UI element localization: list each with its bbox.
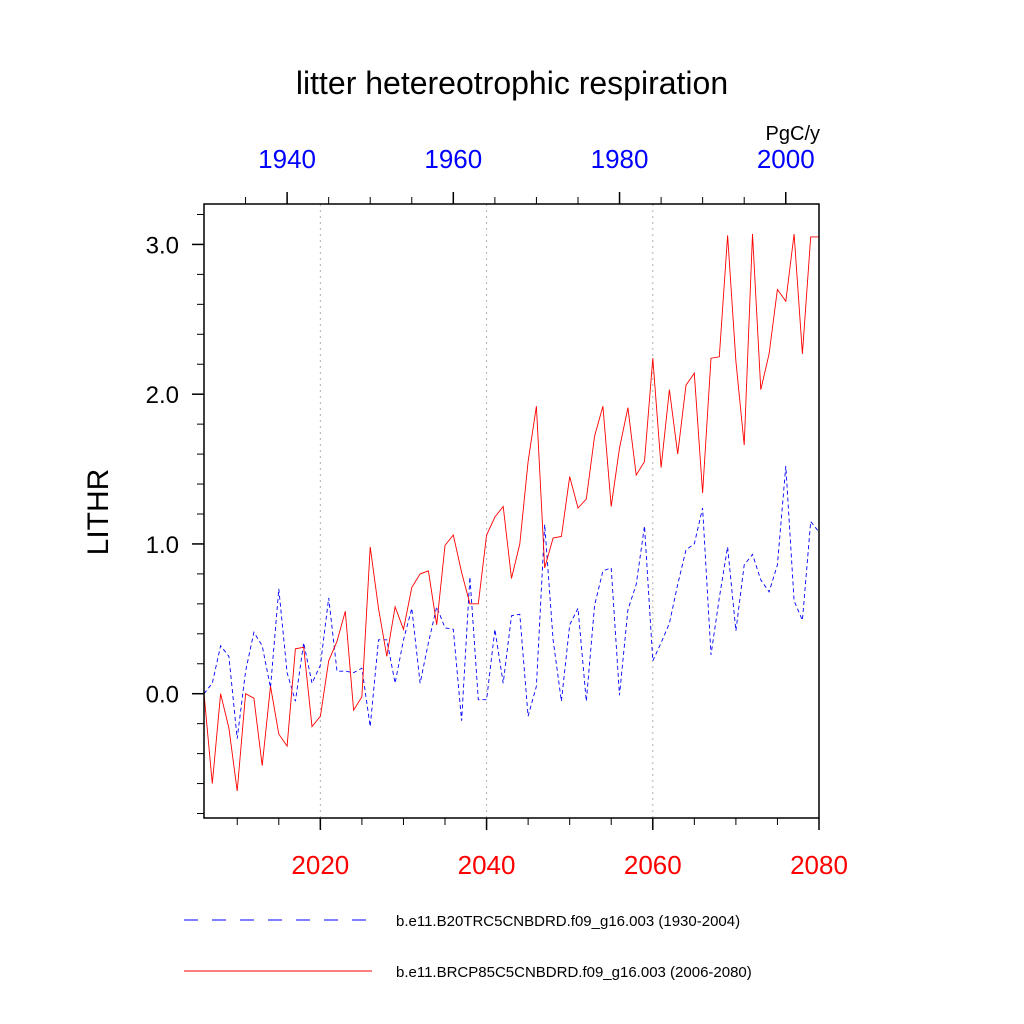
x-bottom-tick-label: 2040 [458, 850, 516, 880]
grid-lines [319, 204, 654, 818]
y-tick-label: 1.0 [146, 532, 179, 559]
axis-ticks [192, 192, 820, 830]
series-lines [203, 233, 820, 792]
plot-frame [203, 203, 820, 819]
y-axis-label: LITHR [82, 469, 115, 556]
y-tick-label: 2.0 [146, 382, 179, 409]
x-top-tick-label: 1980 [591, 144, 649, 174]
units-label: PgC/y [766, 123, 820, 145]
legend-label-historical: b.e11.B20TRC5CNBDRD.f09_g16.003 (1930-20… [396, 913, 740, 930]
x-bottom-tick-label: 2020 [291, 850, 349, 880]
x-top-tick-label: 2000 [757, 144, 815, 174]
x-top-tick-label: 1940 [258, 144, 316, 174]
series-line-historical [203, 466, 820, 739]
x-bottom-tick-label: 2060 [624, 850, 682, 880]
legend-label-rcp85: b.e11.BRCP85C5CNBDRD.f09_g16.003 (2006-2… [396, 964, 752, 981]
axis-tick-labels: 2020 2040 2060 2080 1940 1960 1980 2000 0.0 1.0 2.… [146, 144, 848, 880]
series-line-rcp85 [203, 233, 819, 792]
x-top-tick-label: 1960 [424, 144, 482, 174]
y-tick-label: 3.0 [146, 232, 179, 259]
x-bottom-tick-label: 2080 [790, 850, 848, 880]
y-tick-label: 0.0 [146, 682, 179, 709]
legend: b.e11.B20TRC5CNBDRD.f09_g16.003 (1930-20… [184, 913, 752, 981]
chart-title: litter hetereotrophic respiration [296, 65, 728, 101]
